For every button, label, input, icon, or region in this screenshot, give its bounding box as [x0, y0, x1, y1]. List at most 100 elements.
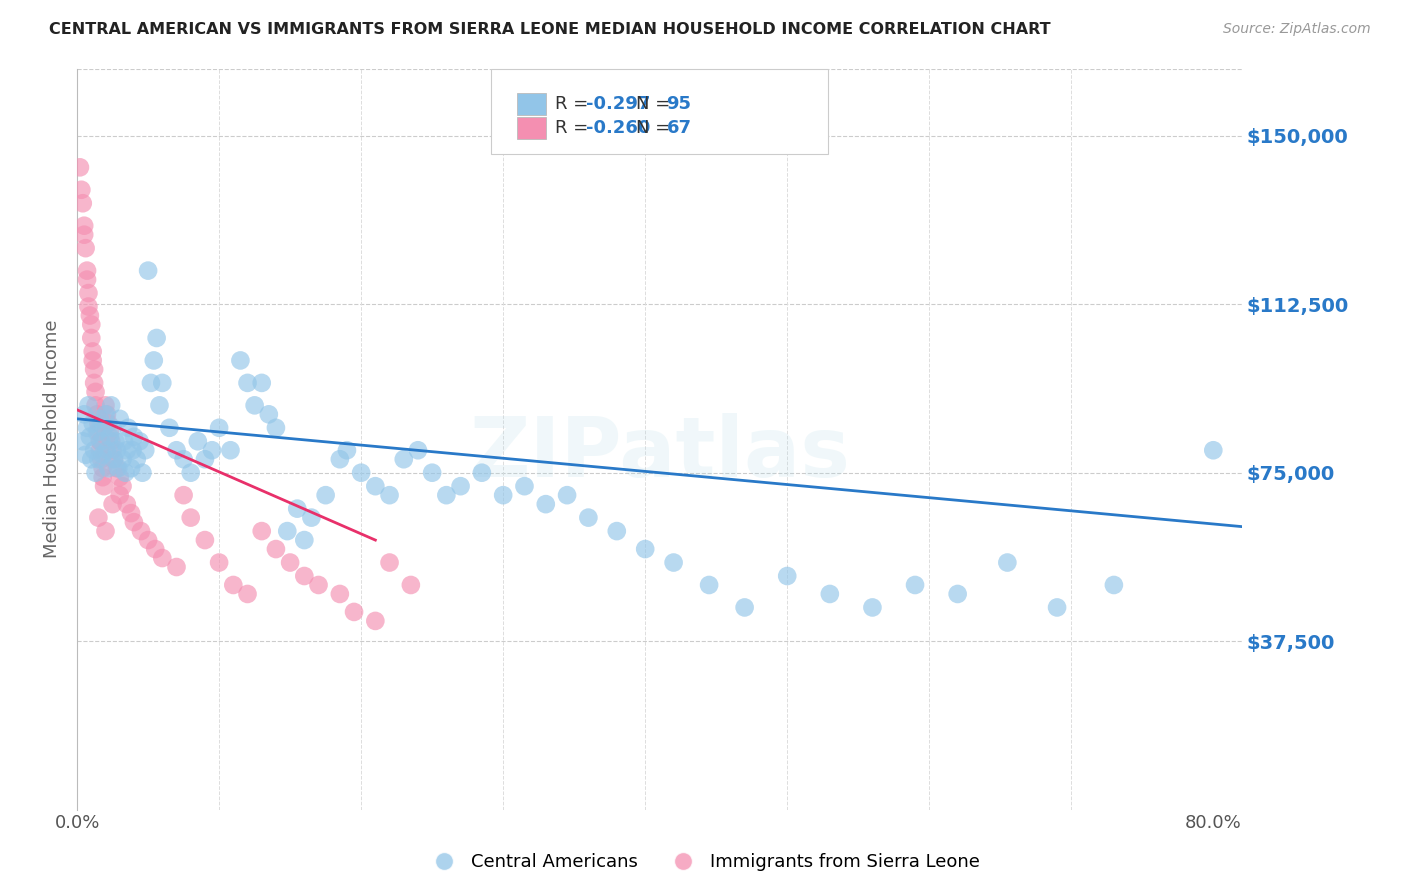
Point [201, 443, 224, 458]
Point [97, 417, 120, 431]
Point [80, 452, 103, 467]
Point [82, 353, 104, 368]
Point [1102, 578, 1125, 592]
Point [100, 434, 122, 449]
Point [108, 470, 131, 484]
Point [285, 501, 308, 516]
Point [89, 412, 111, 426]
Point [105, 461, 128, 475]
Point [264, 542, 287, 557]
Point [315, 488, 337, 502]
Point [107, 461, 129, 475]
Point [697, 578, 720, 592]
Point [634, 542, 657, 557]
Point [79, 309, 101, 323]
Point [219, 443, 242, 458]
Point [236, 587, 259, 601]
Text: N =: N = [636, 119, 676, 136]
Point [84, 466, 107, 480]
Point [73, 227, 96, 242]
Point [257, 407, 280, 421]
Point [84, 398, 107, 412]
Text: -0.260: -0.260 [586, 119, 651, 136]
Point [862, 600, 884, 615]
Point [101, 421, 124, 435]
Point [73, 219, 96, 233]
Point [157, 421, 180, 435]
Point [136, 263, 159, 277]
Point [90, 452, 112, 467]
Point [98, 425, 121, 440]
Bar [517, 117, 547, 139]
Point [79, 430, 101, 444]
Point [91, 448, 114, 462]
Point [264, 421, 287, 435]
Point [87, 452, 110, 467]
Point [82, 417, 104, 431]
Point [946, 587, 969, 601]
Point [75, 241, 97, 255]
Text: CENTRAL AMERICAN VS IMMIGRANTS FROM SIERRA LEONE MEDIAN HOUSEHOLD INCOME CORRELA: CENTRAL AMERICAN VS IMMIGRANTS FROM SIER… [49, 22, 1050, 37]
Point [89, 434, 111, 449]
Point [336, 443, 359, 458]
Text: R =: R = [554, 119, 593, 136]
Point [76, 421, 98, 435]
Point [406, 443, 429, 458]
Point [142, 353, 165, 368]
Point [122, 515, 145, 529]
Point [145, 331, 167, 345]
Point [115, 497, 138, 511]
Point [87, 425, 110, 440]
Point [173, 452, 195, 467]
Point [292, 569, 315, 583]
Point [148, 398, 170, 412]
Point [120, 461, 142, 475]
Point [143, 542, 166, 557]
Point [108, 488, 131, 502]
Text: ZIPatlas: ZIPatlas [468, 413, 849, 494]
Point [134, 443, 156, 458]
Point [73, 407, 96, 421]
Point [301, 510, 323, 524]
Point [662, 556, 685, 570]
Point [392, 452, 415, 467]
Point [471, 466, 494, 480]
Point [278, 556, 301, 570]
Point [434, 488, 457, 502]
Point [904, 578, 927, 592]
Point [136, 533, 159, 547]
Point [350, 466, 373, 480]
Point [97, 461, 120, 475]
Text: 95: 95 [666, 95, 692, 113]
Text: N =: N = [636, 95, 676, 113]
Point [121, 443, 143, 458]
Point [96, 443, 118, 458]
Point [818, 587, 841, 601]
Point [93, 479, 115, 493]
Point [76, 272, 98, 286]
Point [513, 479, 536, 493]
Point [776, 569, 799, 583]
Point [187, 434, 209, 449]
Point [1202, 443, 1225, 458]
Point [399, 578, 422, 592]
Point [378, 556, 401, 570]
Point [329, 587, 352, 601]
Point [104, 434, 127, 449]
Point [492, 488, 515, 502]
Point [329, 452, 352, 467]
Point [87, 417, 110, 431]
Point [117, 421, 139, 435]
Point [308, 578, 330, 592]
Point [91, 470, 114, 484]
Point [100, 398, 122, 412]
Point [194, 533, 217, 547]
Point [208, 556, 231, 570]
Point [72, 434, 94, 449]
Point [236, 376, 259, 390]
Point [83, 443, 105, 458]
Point [103, 452, 125, 467]
Point [128, 434, 150, 449]
Point [243, 398, 266, 412]
Point [94, 398, 117, 412]
